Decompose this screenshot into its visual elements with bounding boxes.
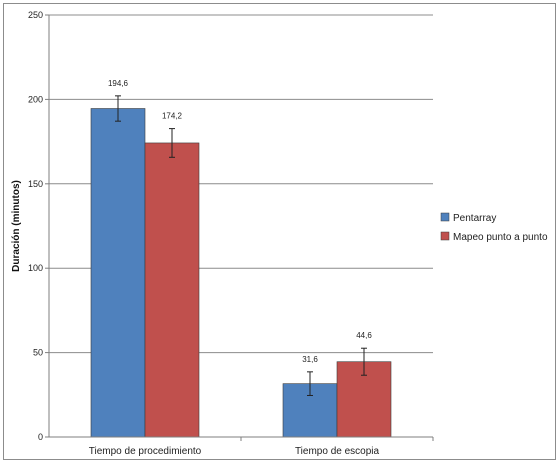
data-label: 194,6 xyxy=(108,79,129,88)
legend-swatch xyxy=(440,212,450,222)
data-labels: 194,6 174,2 31,6 44,6 xyxy=(108,79,372,364)
category-label: Tiempo de procedimiento xyxy=(89,446,202,457)
bar-1-0 xyxy=(144,142,200,438)
legend-label: Pentarray xyxy=(453,213,496,224)
legend: Pentarray Mapeo punto a punto xyxy=(440,212,548,243)
legend-label: Mapeo punto a punto xyxy=(453,232,548,243)
bars xyxy=(90,108,392,438)
y-tick-label: 0 xyxy=(38,432,43,442)
error-bars xyxy=(115,95,367,396)
y-tick-label: 100 xyxy=(28,263,43,273)
y-axis-label: Duración (minutos) xyxy=(11,180,22,272)
data-label: 44,6 xyxy=(356,331,372,340)
y-tick-label: 150 xyxy=(28,179,43,189)
legend-swatch xyxy=(440,231,450,241)
y-tick-label: 200 xyxy=(28,94,43,104)
data-label: 31,6 xyxy=(302,355,318,364)
category-label: Tiempo de escopia xyxy=(295,446,380,457)
y-tick-label: 250 xyxy=(28,10,43,20)
bar-0-0 xyxy=(90,108,146,438)
data-label: 174,2 xyxy=(162,112,183,121)
x-axis-categories: Tiempo de procedimiento Tiempo de escopia xyxy=(89,437,434,457)
y-tick-label: 50 xyxy=(33,348,43,358)
y-axis-ticks: 0 50 100 150 200 250 xyxy=(28,10,49,442)
